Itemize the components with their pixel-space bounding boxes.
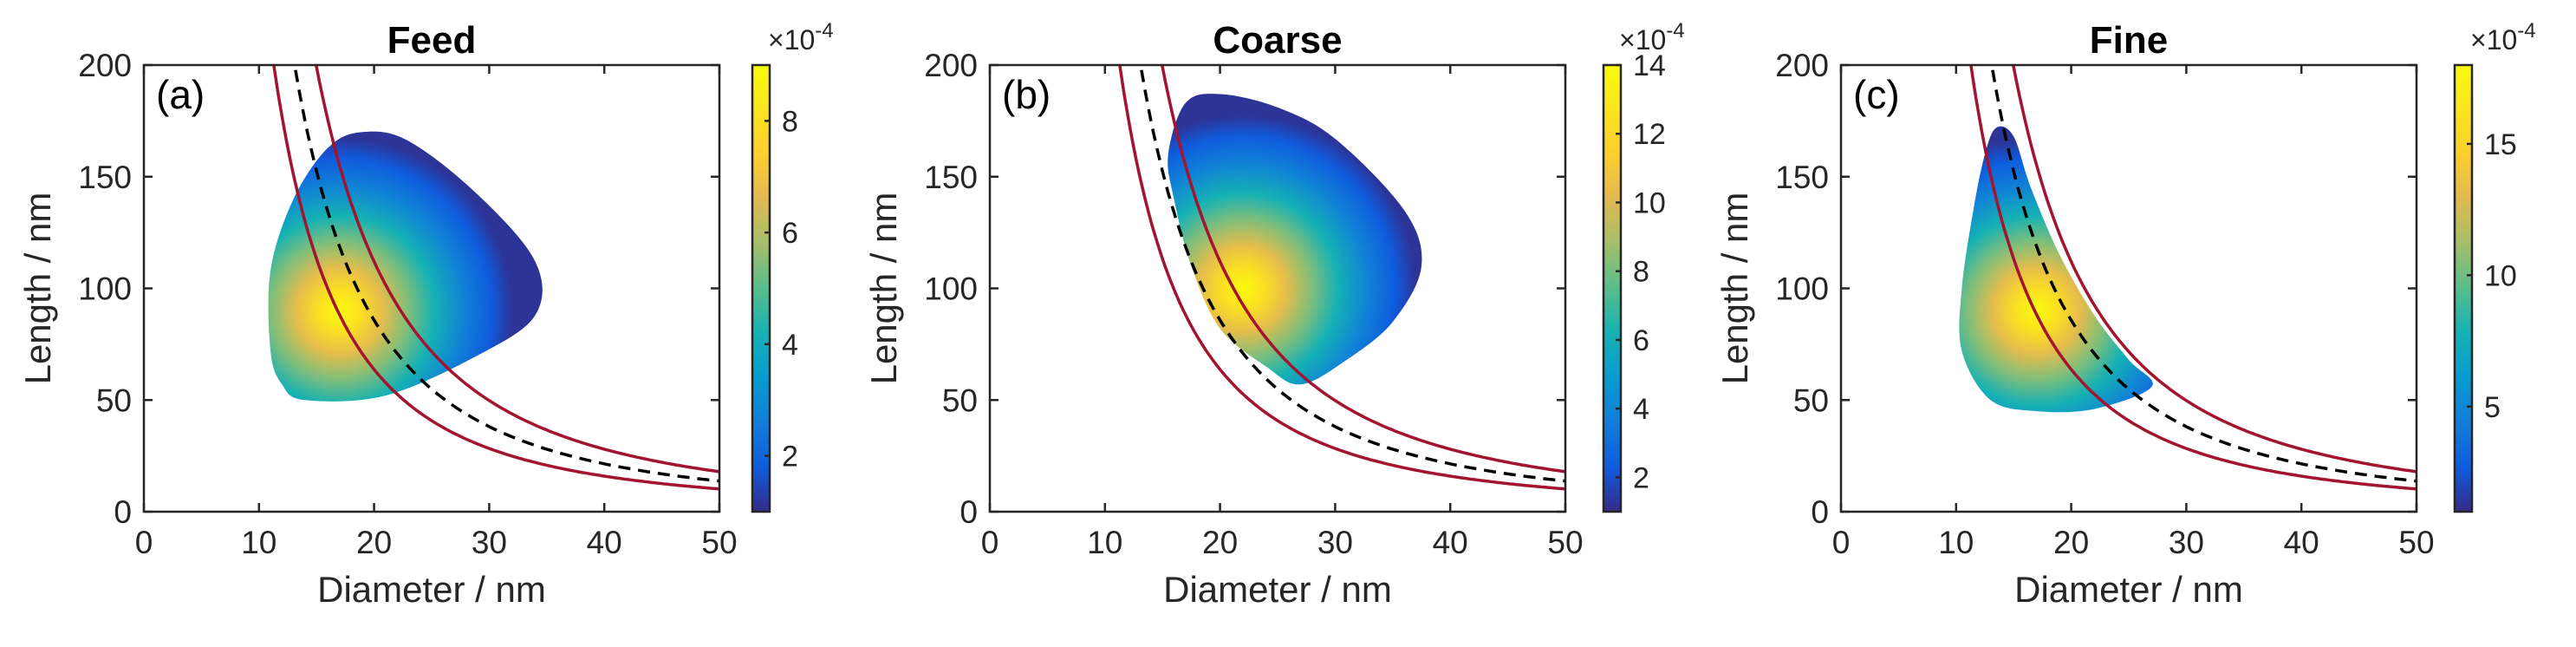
colorbar-tick-label: 6 [1633, 324, 1649, 357]
panel-title: Fine [2090, 19, 2168, 62]
y-tick-label: 50 [96, 382, 132, 418]
x-tick-label: 40 [2284, 525, 2319, 560]
y-tick-label: 0 [959, 494, 978, 530]
x-tick-label: 40 [587, 525, 622, 560]
x-tick-label: 50 [701, 525, 737, 560]
x-tick-label: 30 [2169, 525, 2204, 560]
x-tick-label: 30 [472, 525, 507, 560]
colorbar-tick-label: 10 [2484, 259, 2517, 292]
x-axis-title: Diameter / nm [2014, 569, 2243, 610]
upper-bound-curve [2011, 65, 2417, 474]
upper-bound-curve [314, 65, 719, 474]
x-tick-label: 20 [1202, 525, 1238, 560]
axes-box [1839, 63, 2418, 513]
panel-label: (a) [156, 72, 205, 117]
colorbar-tick-label: 4 [782, 329, 798, 362]
x-tick-label: 10 [1938, 525, 1974, 560]
colorbar [752, 65, 770, 512]
panel-title: Coarse [1213, 19, 1342, 62]
panel-title: Feed [387, 19, 477, 62]
colorbar-tick-label: 15 [2484, 128, 2517, 161]
plot-area [268, 65, 719, 491]
colorbar-tick-label: 2 [1633, 461, 1649, 494]
colorbar-frame [2453, 63, 2474, 513]
panel-label: (b) [1002, 72, 1051, 117]
colorbar-tick-label: 6 [782, 217, 798, 250]
plot-area [1118, 65, 1565, 491]
x-tick-label: 10 [1087, 525, 1122, 560]
density-region [1959, 126, 2153, 413]
y-tick-label: 200 [924, 48, 978, 83]
y-tick-label: 150 [78, 160, 132, 195]
y-tick-label: 0 [114, 494, 132, 530]
colorbar-exponent-power: -4 [1666, 19, 1684, 42]
panel-feed: 0 10 20 30 40 50 0 50 100 150 200 Diameter / nm Leng… [17, 19, 834, 610]
panel-coarse: 0 10 20 30 40 50 0 50 100 150 200 Diameter / nm Leng… [863, 19, 1685, 610]
colorbar-exponent-power: -4 [815, 19, 833, 42]
x-axis-title: Diameter / nm [1163, 569, 1392, 610]
colorbar-tick-label: 5 [2484, 391, 2501, 424]
y-tick-label: 0 [1811, 494, 1829, 530]
y-tick-label: 50 [942, 382, 978, 418]
colorbar [1603, 65, 1621, 512]
colorbar-exponent: ×10-4 [2470, 19, 2536, 56]
colorbar-tick-label: 10 [1633, 186, 1666, 219]
x-tick-label: 50 [1547, 525, 1583, 560]
lower-bound-curve [1969, 65, 2417, 491]
colorbar-tick-label: 14 [1633, 49, 1666, 82]
colorbar-exponent: ×10-4 [768, 19, 834, 56]
y-tick-label: 200 [1775, 48, 1829, 83]
x-tick-label: 50 [2398, 525, 2434, 560]
y-tick-label: 50 [1793, 382, 1829, 418]
panel-fine: 0 10 20 30 40 50 0 50 100 150 200 Diameter / nm Leng… [1714, 19, 2536, 610]
y-tick-label: 150 [1775, 160, 1829, 195]
y-tick-label: 100 [1775, 271, 1829, 307]
colorbar-tick-label: 4 [1633, 393, 1649, 426]
x-tick-label: 20 [2053, 525, 2089, 560]
density-region [268, 131, 543, 402]
colorbar-tick-label: 12 [1633, 118, 1666, 151]
y-axis-title: Length / nm [17, 193, 58, 385]
x-axis-title: Diameter / nm [317, 569, 546, 610]
colorbar-exponent-power: -4 [2517, 19, 2535, 42]
x-tick-label: 30 [1317, 525, 1353, 560]
colorbar-exponent: ×10-4 [1619, 19, 1685, 56]
colorbar-frame [1602, 63, 1623, 513]
cut-size-curve [293, 65, 719, 483]
colorbar [2455, 65, 2472, 512]
x-tick-label: 10 [241, 525, 276, 560]
plot-area [1959, 65, 2417, 491]
colorbar-tick-label: 2 [782, 441, 798, 474]
upper-bound-curve [1160, 65, 1565, 474]
panel-label: (c) [1853, 72, 1900, 117]
x-tick-label: 0 [1832, 525, 1851, 560]
y-tick-label: 100 [924, 271, 978, 307]
y-axis-title: Length / nm [863, 193, 904, 385]
lower-bound-curve [272, 65, 719, 491]
y-tick-label: 100 [78, 271, 132, 307]
x-tick-label: 20 [356, 525, 392, 560]
y-axis-title: Length / nm [1714, 193, 1755, 385]
colorbar-tick-label: 8 [1633, 256, 1649, 289]
y-tick-label: 200 [78, 48, 132, 83]
x-tick-label: 0 [981, 525, 999, 560]
y-tick-label: 150 [924, 160, 978, 195]
colorbar-frame [751, 63, 771, 513]
cut-size-curve [1990, 65, 2417, 483]
lower-bound-curve [1118, 65, 1565, 491]
cut-size-curve [1139, 65, 1565, 483]
x-tick-label: 40 [1433, 525, 1468, 560]
density-region [1168, 94, 1422, 385]
colorbar-tick-label: 8 [782, 105, 798, 138]
x-tick-label: 0 [135, 525, 153, 560]
